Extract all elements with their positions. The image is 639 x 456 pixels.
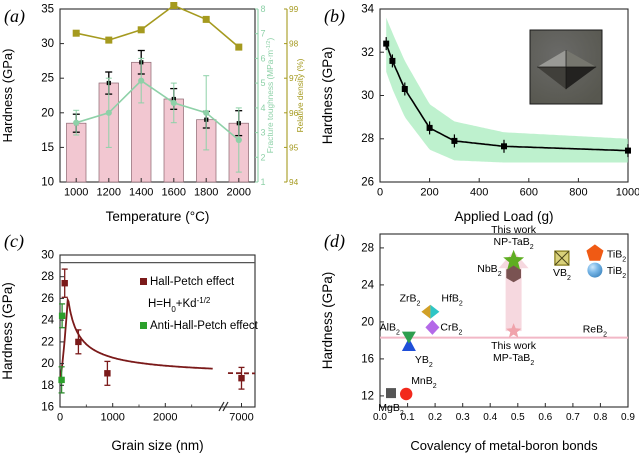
svg-text:0.5: 0.5 — [511, 412, 525, 423]
svg-text:26: 26 — [41, 293, 54, 305]
svg-text:(b): (b) — [324, 6, 345, 27]
svg-text:0.6: 0.6 — [538, 412, 552, 423]
svg-text:7: 7 — [261, 29, 266, 39]
svg-text:800: 800 — [569, 187, 587, 199]
svg-text:28: 28 — [41, 271, 54, 283]
svg-text:10: 10 — [41, 177, 54, 189]
svg-text:0.4: 0.4 — [483, 412, 497, 423]
svg-text:This work: This work — [491, 340, 537, 352]
svg-text:200: 200 — [420, 187, 438, 199]
svg-text:This work: This work — [491, 225, 537, 236]
svg-text:(a): (a) — [4, 6, 25, 27]
svg-text:16: 16 — [361, 353, 374, 365]
svg-text:Hall-Petch effect: Hall-Petch effect — [150, 276, 235, 288]
svg-text:20: 20 — [41, 107, 54, 119]
svg-text:2000: 2000 — [153, 412, 177, 424]
svg-text:8: 8 — [261, 4, 266, 14]
svg-text:Relative density (%): Relative density (%) — [295, 58, 305, 132]
svg-text:Hardness (GPa): Hardness (GPa) — [320, 47, 335, 145]
svg-text:1600: 1600 — [162, 187, 186, 199]
svg-text:1200: 1200 — [97, 187, 121, 199]
svg-text:0: 0 — [377, 187, 383, 199]
svg-text:25: 25 — [41, 73, 54, 85]
svg-text:98: 98 — [289, 39, 299, 49]
svg-text:30: 30 — [41, 250, 54, 262]
svg-text:Fracture toughness (MPa·m-1/2): Fracture toughness (MPa·m-1/2) — [265, 37, 275, 153]
svg-text:94: 94 — [289, 177, 299, 187]
svg-text:34: 34 — [361, 4, 374, 16]
svg-text:Anti-Hall-Petch effect: Anti-Hall-Petch effect — [150, 320, 259, 332]
svg-text:28: 28 — [361, 133, 374, 145]
svg-text:1: 1 — [261, 177, 266, 187]
svg-text:35: 35 — [41, 4, 54, 16]
svg-text:600: 600 — [520, 187, 538, 199]
svg-text:1000: 1000 — [616, 187, 639, 199]
svg-text:1400: 1400 — [129, 187, 153, 199]
svg-text:28: 28 — [361, 242, 374, 254]
svg-text:1000: 1000 — [100, 412, 124, 424]
svg-text:Grain size (nm): Grain size (nm) — [111, 438, 203, 453]
svg-text:Temperature (°C): Temperature (°C) — [106, 209, 210, 224]
svg-text:0.8: 0.8 — [593, 412, 607, 423]
svg-text:24: 24 — [41, 315, 54, 327]
svg-text:0.2: 0.2 — [428, 412, 442, 423]
svg-text:26: 26 — [361, 177, 374, 189]
svg-text:99: 99 — [289, 4, 299, 14]
svg-text:0: 0 — [57, 412, 63, 424]
svg-text:1800: 1800 — [194, 187, 218, 199]
svg-text:Covalency of metal-boron bonds: Covalency of metal-boron bonds — [410, 438, 598, 453]
svg-text:0.7: 0.7 — [566, 412, 580, 423]
svg-text:95: 95 — [289, 142, 299, 152]
svg-text:32: 32 — [361, 47, 374, 59]
svg-text:18: 18 — [41, 380, 54, 392]
svg-text:(c): (c) — [4, 231, 24, 252]
svg-text:22: 22 — [41, 336, 54, 348]
svg-text:16: 16 — [41, 402, 54, 414]
svg-text:20: 20 — [41, 358, 54, 370]
svg-text:Hardness (GPa): Hardness (GPa) — [0, 49, 15, 143]
svg-text:(d): (d) — [324, 231, 345, 252]
svg-text:30: 30 — [361, 90, 374, 102]
svg-text:15: 15 — [41, 142, 54, 154]
svg-text:Applied Load (g): Applied Load (g) — [454, 209, 553, 224]
svg-text:Hardness (GPa): Hardness (GPa) — [320, 272, 335, 370]
svg-text:30: 30 — [41, 38, 54, 50]
svg-text:1000: 1000 — [64, 187, 88, 199]
svg-text:400: 400 — [470, 187, 488, 199]
svg-text:12: 12 — [361, 390, 374, 402]
svg-text:0.9: 0.9 — [621, 412, 635, 423]
svg-text:2000: 2000 — [227, 187, 251, 199]
svg-text:0.3: 0.3 — [456, 412, 470, 423]
svg-text:24: 24 — [361, 279, 374, 291]
svg-text:7000: 7000 — [229, 412, 253, 424]
svg-text:20: 20 — [361, 316, 374, 328]
svg-text:Hardness (GPa): Hardness (GPa) — [0, 282, 15, 380]
